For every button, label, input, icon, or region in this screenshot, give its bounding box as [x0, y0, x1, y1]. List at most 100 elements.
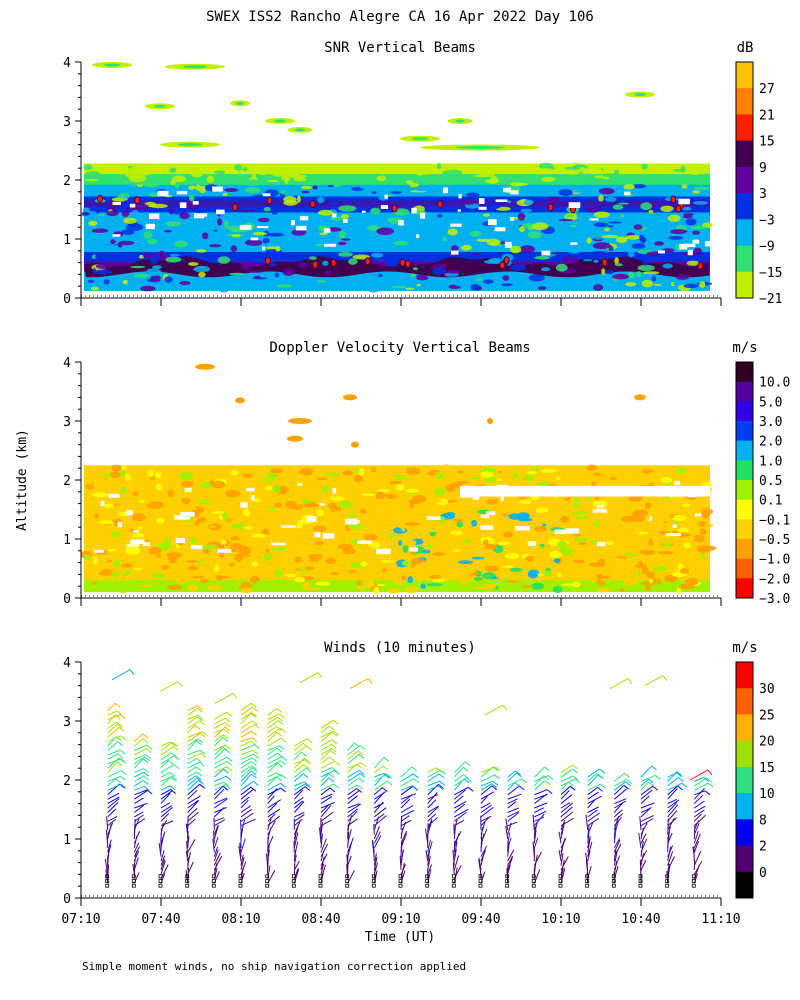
wind-barb-feather [196, 758, 202, 763]
snr-texture [276, 284, 293, 288]
snr-texture [686, 260, 700, 266]
colorbar-label: 0 [759, 866, 767, 881]
doppler-texture [386, 508, 402, 513]
snr-texture [243, 179, 261, 187]
snr-texture [565, 171, 580, 175]
doppler-texture [596, 588, 612, 593]
wind-barb-feather [648, 781, 654, 787]
snr-texture [520, 208, 533, 213]
wind-barb-feather [411, 766, 418, 772]
wind-barb-feather [466, 777, 472, 783]
wind-barb [693, 841, 700, 853]
snr-gap [692, 239, 700, 244]
wind-barb [427, 864, 433, 875]
doppler-texture [284, 573, 297, 578]
snr-texture [447, 228, 458, 236]
doppler-gap [184, 487, 192, 493]
doppler-texture [192, 506, 197, 511]
doppler-texture [571, 516, 577, 520]
snr-texture [689, 170, 700, 176]
doppler-texture [683, 542, 691, 549]
doppler-texture [98, 520, 114, 525]
snr-texture [259, 173, 267, 176]
wind-barb-feather [280, 787, 287, 793]
snr-texture [436, 163, 442, 169]
doppler-texture [307, 559, 320, 562]
doppler-texture [156, 553, 162, 559]
snr-texture [631, 243, 646, 249]
snr-texture [567, 248, 581, 254]
wind-barb [133, 842, 140, 853]
y-tick-label: 0 [63, 892, 71, 907]
doppler-gap [126, 510, 133, 515]
wind-barb [134, 780, 144, 787]
wind-barb [534, 775, 549, 782]
wind-barb [613, 813, 624, 822]
wind-barb-feather [195, 766, 202, 771]
wind-barb [212, 838, 215, 853]
wind-calm-marker [478, 874, 483, 879]
wind-barb-feather [328, 773, 335, 778]
wind-barb [187, 795, 201, 805]
wind-barb [347, 753, 360, 765]
wind-calm-marker [345, 883, 350, 888]
doppler-texture [469, 476, 480, 480]
wind-barb [320, 801, 335, 809]
doppler-texture [347, 523, 363, 530]
wind-barb [107, 749, 121, 756]
snr-gap [204, 213, 208, 217]
wind-barb-feather [199, 720, 206, 726]
wind-barb [214, 775, 227, 782]
wind-barb [134, 811, 144, 818]
doppler-texture [601, 573, 609, 577]
wind-barb-feather [413, 778, 420, 783]
snr-texture [299, 174, 307, 178]
doppler-texture [573, 559, 585, 564]
wind-barb [613, 843, 622, 857]
doppler-texture [155, 471, 162, 479]
doppler-texture [432, 552, 445, 557]
wind-barb [694, 800, 705, 809]
wind-barb [105, 829, 109, 844]
wind-barb-feather [574, 778, 581, 784]
doppler-gap [271, 542, 286, 546]
wind-barb-feather [116, 721, 123, 727]
wind-barb [400, 793, 417, 800]
snr-texture [690, 225, 708, 230]
wind-barb-feather [195, 775, 202, 781]
doppler-texture [516, 512, 530, 520]
snr-texture [121, 229, 135, 235]
doppler-texture [457, 560, 474, 565]
snr-gap [510, 217, 514, 221]
snr-texture [337, 252, 354, 257]
snr-texture [500, 241, 506, 245]
snr-texture [628, 249, 635, 258]
snr-hotspot [670, 195, 677, 204]
wind-barb [373, 862, 378, 875]
wind-barb [613, 816, 622, 827]
wind-barb [480, 766, 496, 774]
doppler-texture [471, 520, 478, 527]
doppler-texture [208, 525, 216, 528]
snr-texture [316, 222, 322, 225]
wind-barb [160, 813, 170, 822]
wind-barb [214, 744, 226, 751]
doppler-texture [84, 513, 91, 519]
wind-barb [373, 815, 387, 827]
wind-barb [507, 785, 520, 796]
wind-barb [644, 675, 664, 687]
wind-barb-feather [225, 744, 231, 750]
doppler-texture [409, 540, 417, 546]
doppler-texture [401, 523, 406, 533]
snr-texture [171, 175, 187, 183]
wind-calm-marker [505, 879, 510, 883]
doppler-gap [126, 544, 140, 547]
snr-hotspot [499, 261, 506, 270]
wind-calm-marker [185, 883, 190, 888]
wind-barb [187, 771, 198, 778]
snr-texture [502, 275, 510, 281]
wind-calm-marker [451, 883, 456, 888]
wind-barb-feather [129, 669, 135, 676]
wind-barb [187, 777, 198, 787]
snr-texture [164, 230, 172, 233]
